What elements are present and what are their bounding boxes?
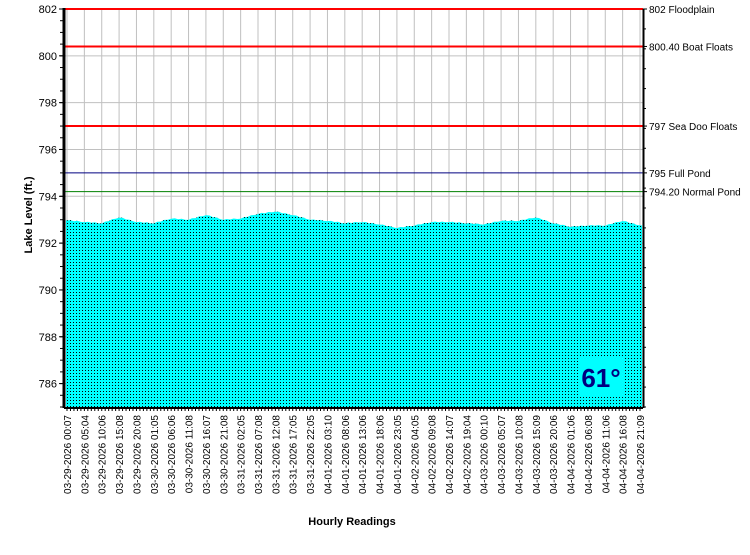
x-tick-label: 04-03-2026 00:10	[480, 415, 491, 494]
x-axis-label: Hourly Readings	[308, 516, 395, 528]
y-axis-label: Lake Level (ft.)	[23, 176, 35, 253]
x-tick-labels: 03-29-2026 00:07 03-29-2026 05:04 03-29-20…	[63, 415, 647, 494]
y-tick-label: 800	[39, 51, 57, 63]
x-tick-label: 04-03-2026 15:09	[532, 415, 543, 494]
x-tick-label: 03-29-2026 20:08	[132, 415, 143, 494]
y-tick-label: 790	[39, 285, 57, 297]
reference-label: 797 Sea Doo Floats	[649, 122, 737, 133]
reference-label: 795 Full Pond	[649, 169, 711, 180]
area-dot-pattern	[66, 211, 642, 407]
x-tick-label: 03-31-2026 02:05	[237, 415, 248, 494]
x-tick-label: 04-01-2026 18:06	[376, 415, 387, 494]
x-tick-label: 04-04-2026 16:08	[619, 415, 630, 494]
x-tick-label: 03-29-2026 00:07	[63, 415, 74, 494]
x-tick-label: 04-03-2026 20:06	[549, 415, 560, 494]
y-tick-label: 798	[39, 98, 57, 110]
x-tick-label: 03-31-2026 07:08	[254, 415, 265, 494]
x-tick-label: 04-01-2026 03:10	[323, 415, 334, 494]
x-tick-label: 04-02-2026 14:07	[445, 415, 456, 494]
x-tick-label: 03-30-2026 16:07	[202, 415, 213, 494]
y-tick-label: 792	[39, 238, 57, 250]
y-tick-labels: 786 788 790 792 794 796 798 800 802	[39, 4, 63, 391]
y-tick-label: 786	[39, 379, 57, 391]
x-tick-label: 03-30-2026 21:08	[219, 415, 230, 494]
axes	[60, 8, 646, 411]
x-tick-label: 03-30-2026 06:06	[167, 415, 178, 494]
x-tick-label: 04-02-2026 04:05	[410, 415, 421, 494]
y-tick-label: 796	[39, 144, 57, 156]
x-tick-label: 03-29-2026 05:04	[80, 415, 91, 494]
reference-label: 800.40 Boat Floats	[649, 42, 733, 53]
x-tick-label: 03-31-2026 22:05	[306, 415, 317, 494]
reference-lines: 802 Floodplain 800.40 Boat Floats 797 Sea …	[65, 5, 741, 199]
x-tick-label: 03-29-2026 15:08	[115, 415, 126, 494]
x-tick-label: 04-01-2026 13:06	[358, 415, 369, 494]
x-tick-label: 04-01-2026 23:05	[393, 415, 404, 494]
x-tick-label: 04-03-2026 05:07	[497, 415, 508, 494]
x-tick-label: 03-29-2026 10:06	[98, 415, 109, 494]
x-tick-label: 04-02-2026 19:04	[462, 415, 473, 494]
x-tick-label: 04-03-2026 10:08	[514, 415, 525, 494]
x-tick-label: 04-04-2026 01:06	[567, 415, 578, 494]
y-tick-label: 802	[39, 4, 57, 16]
temperature-badge: 61°	[578, 356, 624, 396]
reference-label: 802 Floodplain	[649, 5, 715, 16]
reference-label: 794.20 Normal Pond	[649, 188, 741, 199]
x-tick-label: 04-01-2026 08:06	[341, 415, 352, 494]
x-tick-label: 03-30-2026 11:08	[185, 415, 196, 494]
x-tick-label: 04-04-2026 06:08	[584, 415, 595, 494]
x-tick-label: 04-02-2026 09:08	[428, 415, 439, 494]
temperature-label: 61°	[581, 363, 620, 393]
x-tick-label: 03-30-2026 01:05	[150, 415, 161, 494]
x-tick-label: 04-04-2026 21:09	[636, 415, 647, 494]
x-tick-label: 04-04-2026 11:06	[601, 415, 612, 494]
y-tick-label: 794	[39, 191, 57, 203]
x-tick-label: 03-31-2026 17:05	[289, 415, 300, 494]
y-tick-label: 788	[39, 332, 57, 344]
x-tick-label: 03-31-2026 12:08	[271, 415, 282, 494]
